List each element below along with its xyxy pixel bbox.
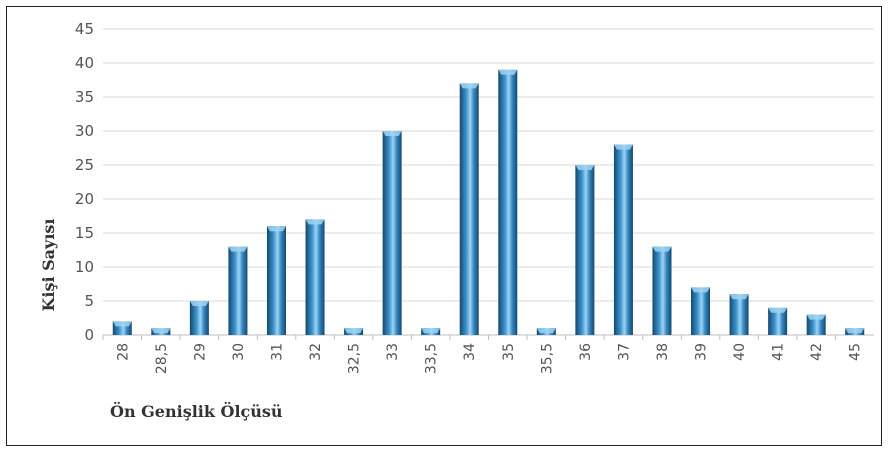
chart-frame: [6, 6, 882, 446]
y-tick-label: 35: [75, 88, 94, 106]
bar-cap: [112, 321, 132, 327]
bar-cap: [768, 307, 788, 313]
y-axis-title: Kişi Sayısı: [39, 218, 58, 311]
y-tick-label: 45: [75, 20, 94, 38]
bar-cap: [189, 301, 209, 306]
y-tick-label: 30: [75, 122, 94, 140]
x-tick-label: 32: [308, 343, 324, 361]
x-tick-label: 33: [385, 343, 401, 361]
bars: [112, 69, 865, 336]
x-tick-label: 28: [115, 343, 131, 361]
bar-cap: [266, 226, 286, 232]
bar-cap: [845, 328, 865, 334]
bar: [459, 83, 479, 336]
bar: [382, 131, 402, 335]
y-tick-label: 25: [75, 156, 94, 174]
x-tick-label: 29: [192, 343, 208, 361]
x-tick-label: 39: [694, 343, 710, 361]
bar: [806, 314, 826, 335]
bar-cap: [151, 328, 171, 334]
bar: [228, 246, 248, 335]
x-tick-label: 41: [771, 343, 787, 361]
x-tick-label: 40: [732, 343, 748, 361]
x-tick-label: 36: [578, 343, 594, 361]
bar-cap: [382, 131, 402, 136]
x-tick-label: 37: [616, 343, 632, 361]
bar: [768, 307, 788, 335]
bar-cap: [228, 246, 248, 252]
x-tick-labels: 28 28,5 29 30 31 32 32,5 33 33,5 34 35 35,5 36 37 38 39…: [102, 335, 864, 374]
bar-cap: [575, 165, 595, 170]
bar-cap: [691, 287, 711, 293]
gridlines: [103, 28, 874, 336]
bar: [498, 69, 518, 336]
bar-cap: [344, 328, 364, 334]
x-tick-label: 42: [809, 343, 825, 361]
bar-cap: [536, 328, 556, 334]
x-tick-label: 32,5: [347, 343, 363, 374]
bar-cap: [498, 69, 518, 75]
bar: [305, 219, 325, 335]
x-tick-label: 28,5: [154, 343, 170, 374]
x-tick-label: 34: [462, 343, 478, 361]
bar-cap: [459, 83, 479, 89]
x-tick-label: 35,5: [539, 343, 555, 374]
bar-cap: [729, 294, 749, 300]
x-tick-label: 33,5: [424, 343, 440, 374]
bar: [652, 246, 672, 335]
bar: [691, 287, 711, 335]
bar-cap: [613, 144, 633, 150]
bar-cap: [806, 314, 826, 320]
y-tick-label: 10: [75, 258, 94, 276]
bar: [266, 226, 286, 335]
bar: [613, 144, 633, 335]
x-tick-label: 35: [501, 343, 517, 361]
bar: [729, 294, 749, 335]
y-tick-labels: 0 5 10 15 20 25 30 35 40 45: [75, 20, 94, 344]
bar-cap: [652, 246, 672, 252]
bar-cap: [305, 219, 325, 225]
x-tick-label: 45: [848, 343, 864, 361]
bar: [575, 165, 595, 335]
y-tick-label: 5: [84, 292, 94, 310]
y-tick-label: 20: [75, 190, 94, 208]
y-tick-label: 15: [75, 224, 94, 242]
x-tick-label: 38: [655, 343, 671, 361]
x-axis-title: Ön Genişlik Ölçüsü: [110, 401, 283, 421]
y-tick-label: 40: [75, 54, 94, 72]
bar-cap: [421, 328, 441, 334]
bar: [189, 301, 209, 335]
x-tick-label: 30: [231, 343, 247, 361]
y-tick-label: 0: [84, 326, 94, 344]
x-tick-label: 31: [269, 343, 285, 361]
